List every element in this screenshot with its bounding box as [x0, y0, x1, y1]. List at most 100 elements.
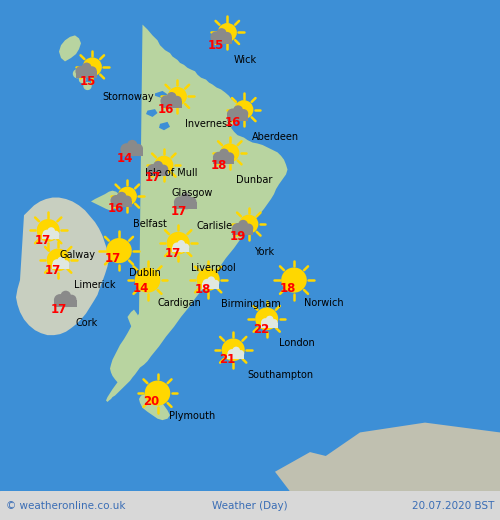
Circle shape	[233, 106, 243, 115]
Circle shape	[227, 109, 238, 120]
Circle shape	[117, 197, 128, 207]
Circle shape	[118, 187, 137, 205]
Circle shape	[281, 267, 307, 293]
Circle shape	[60, 291, 71, 301]
Circle shape	[266, 320, 274, 328]
Polygon shape	[275, 452, 360, 491]
Bar	[261, 322, 278, 328]
Circle shape	[122, 196, 132, 205]
Circle shape	[134, 267, 160, 293]
Bar	[120, 149, 143, 156]
Circle shape	[217, 33, 228, 44]
Bar	[213, 158, 234, 164]
Circle shape	[237, 350, 244, 357]
Circle shape	[106, 238, 132, 263]
Circle shape	[225, 152, 234, 162]
Circle shape	[220, 153, 230, 164]
Circle shape	[159, 164, 168, 174]
Text: Cork: Cork	[76, 318, 98, 329]
Circle shape	[216, 28, 226, 38]
Circle shape	[222, 32, 232, 41]
Circle shape	[238, 225, 249, 236]
Text: 17: 17	[50, 303, 66, 316]
Text: 17: 17	[34, 235, 50, 248]
Text: Dublin: Dublin	[129, 268, 161, 278]
Circle shape	[182, 243, 189, 251]
Circle shape	[172, 96, 182, 105]
Circle shape	[133, 144, 143, 154]
Text: London: London	[279, 338, 315, 348]
Circle shape	[153, 161, 163, 171]
Circle shape	[74, 70, 82, 77]
Circle shape	[80, 76, 86, 83]
Polygon shape	[91, 191, 121, 210]
Circle shape	[82, 62, 92, 72]
Text: 21: 21	[220, 353, 236, 366]
Circle shape	[52, 231, 59, 238]
Polygon shape	[128, 309, 140, 332]
Circle shape	[177, 244, 186, 252]
Text: Liverpool: Liverpool	[191, 263, 236, 273]
Circle shape	[218, 23, 237, 42]
Text: Glasgow: Glasgow	[171, 188, 212, 198]
Circle shape	[212, 280, 219, 287]
Circle shape	[232, 347, 240, 354]
Polygon shape	[106, 24, 288, 402]
Text: Plymouth: Plymouth	[168, 411, 215, 421]
Circle shape	[84, 83, 91, 89]
Text: Aberdeen: Aberdeen	[252, 132, 298, 141]
Circle shape	[166, 92, 176, 101]
Text: 20.07.2020 BST: 20.07.2020 BST	[412, 501, 494, 511]
Bar	[110, 201, 132, 207]
Circle shape	[62, 260, 69, 267]
Text: Stornoway: Stornoway	[102, 92, 154, 102]
Circle shape	[58, 257, 65, 264]
Circle shape	[88, 66, 97, 75]
Polygon shape	[16, 198, 109, 335]
Bar	[147, 170, 169, 176]
Circle shape	[60, 296, 72, 307]
Circle shape	[261, 318, 270, 327]
Text: Isle of Mull: Isle of Mull	[145, 168, 198, 178]
Bar	[228, 354, 244, 359]
Circle shape	[210, 31, 222, 43]
Circle shape	[110, 195, 122, 206]
Circle shape	[180, 193, 191, 203]
Text: 19: 19	[230, 230, 246, 243]
Circle shape	[220, 144, 240, 162]
Circle shape	[244, 224, 254, 233]
Bar	[52, 264, 70, 269]
Circle shape	[57, 261, 66, 269]
Circle shape	[54, 294, 66, 306]
Circle shape	[47, 231, 56, 240]
Circle shape	[219, 149, 229, 158]
Circle shape	[46, 249, 70, 271]
Circle shape	[174, 196, 186, 208]
Circle shape	[52, 259, 62, 268]
Circle shape	[147, 164, 158, 175]
Circle shape	[160, 95, 172, 107]
Text: Galway: Galway	[59, 250, 95, 259]
Circle shape	[186, 197, 196, 207]
Text: 15: 15	[208, 39, 224, 52]
Text: Weather (Day): Weather (Day)	[212, 501, 288, 511]
Text: 17: 17	[164, 246, 180, 259]
Circle shape	[238, 220, 248, 229]
Text: 16: 16	[108, 202, 124, 215]
Polygon shape	[155, 91, 168, 98]
Polygon shape	[159, 122, 170, 130]
Text: 18: 18	[210, 159, 226, 172]
Polygon shape	[146, 109, 158, 117]
Text: 18: 18	[194, 283, 210, 296]
Circle shape	[196, 268, 220, 291]
Text: 22: 22	[253, 323, 269, 336]
Circle shape	[82, 68, 92, 78]
Circle shape	[234, 110, 244, 121]
Circle shape	[116, 192, 126, 201]
Circle shape	[120, 143, 132, 155]
Circle shape	[166, 232, 190, 254]
Bar	[210, 37, 232, 44]
Circle shape	[154, 155, 174, 175]
Text: 16: 16	[158, 103, 174, 116]
Text: Wick: Wick	[234, 55, 257, 65]
